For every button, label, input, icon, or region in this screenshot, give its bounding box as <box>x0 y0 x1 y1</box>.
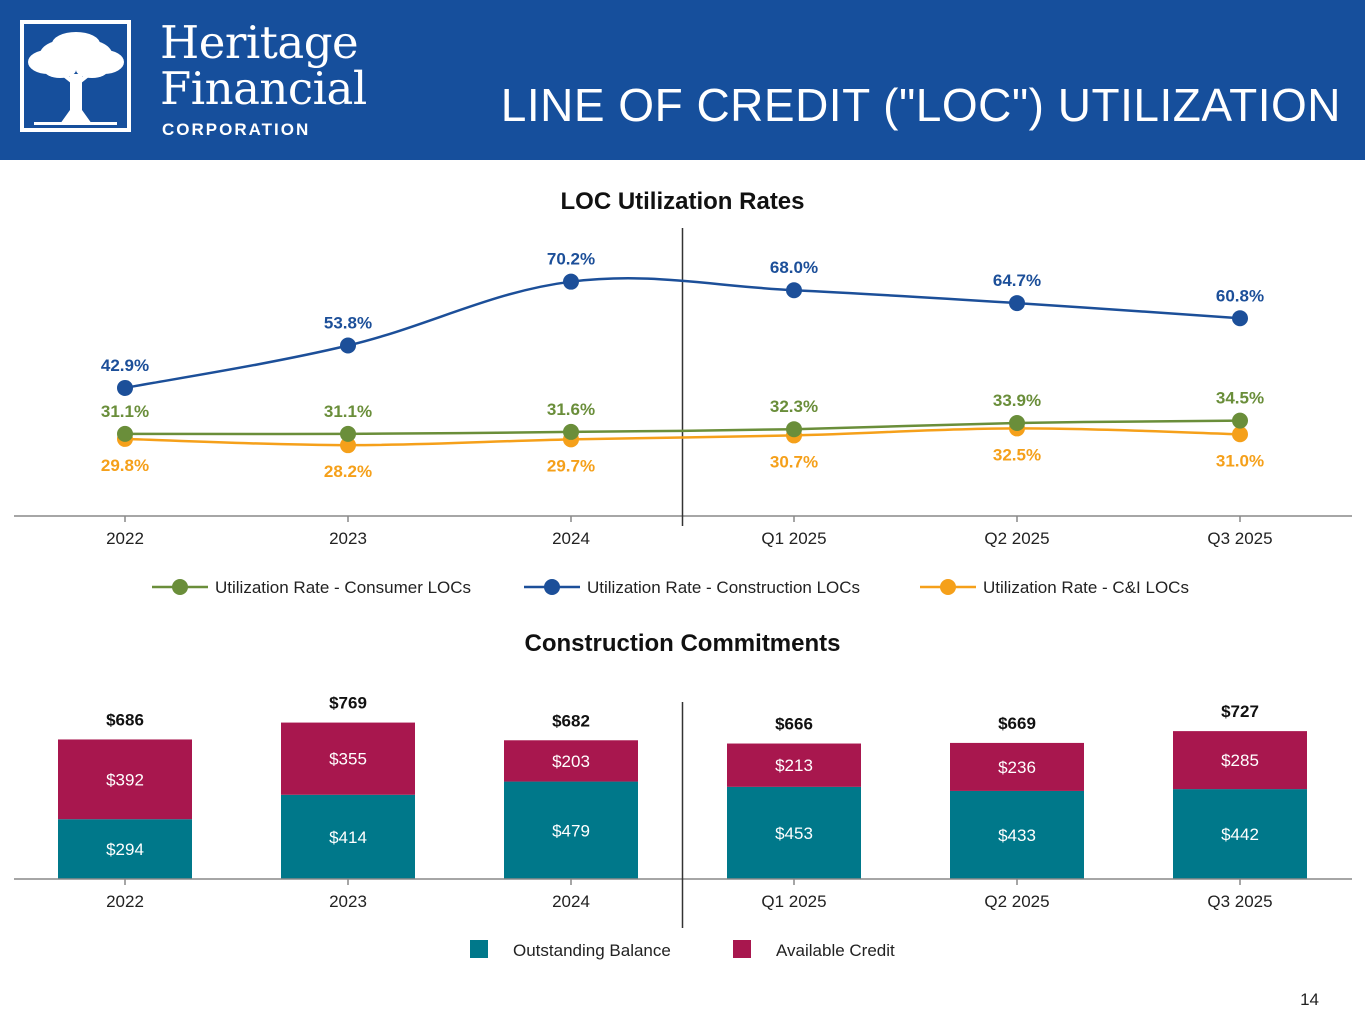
bar-legend-label: Available Credit <box>776 941 895 960</box>
line-point <box>1232 412 1248 429</box>
line-data-label: 42.9% <box>101 356 149 375</box>
bar-segment <box>504 781 638 879</box>
line-point <box>117 379 133 396</box>
bar-segment-label: $213 <box>775 756 813 775</box>
bar-chart-tick-label: 2023 <box>329 892 367 911</box>
line-data-label: 53.8% <box>324 314 372 333</box>
bar-segment-label: $392 <box>106 770 144 789</box>
bar-segment-label: $453 <box>775 824 813 843</box>
line-data-label: 60.8% <box>1216 286 1264 305</box>
line-series-0 <box>124 419 1241 436</box>
bar-segment <box>58 739 192 820</box>
line-chart-tick-label: 2023 <box>329 529 367 548</box>
brand-line-2: Financial <box>160 62 367 115</box>
bar-segment <box>727 743 861 787</box>
bar-chart-tick-label: Q1 2025 <box>761 892 826 911</box>
bar-segment <box>950 790 1084 879</box>
line-point <box>340 425 356 442</box>
bar-total-label: $727 <box>1221 702 1259 721</box>
bar-legend-swatch <box>733 940 751 958</box>
line-legend-marker <box>544 579 560 595</box>
line-legend-label: Utilization Rate - C&I LOCs <box>983 578 1189 597</box>
line-data-label: 31.6% <box>547 400 595 419</box>
line-legend-label: Utilization Rate - Consumer LOCs <box>215 578 471 597</box>
bar-segment-label: $479 <box>552 821 590 840</box>
line-data-label: 31.1% <box>101 402 149 421</box>
line-point <box>563 423 579 440</box>
line-point <box>340 337 356 354</box>
line-chart-tick-label: 2024 <box>552 529 590 548</box>
bar-segment-label: $414 <box>329 828 367 847</box>
line-point <box>563 273 579 290</box>
page-number: 14 <box>1300 990 1319 1009</box>
bar-chart-tick-label: 2024 <box>552 892 590 911</box>
bar-total-label: $682 <box>552 711 590 730</box>
bar-segment-label: $442 <box>1221 825 1259 844</box>
bar-chart-tick-label: 2022 <box>106 892 144 911</box>
bar-segment <box>1173 789 1307 879</box>
bar-segment-label: $294 <box>106 840 144 859</box>
bar-segment <box>281 794 415 879</box>
page-title: LINE OF CREDIT ("LOC") UTILIZATION <box>500 79 1341 131</box>
line-data-label: 29.8% <box>101 456 149 475</box>
line-legend-marker <box>172 579 188 595</box>
bar-total-label: $666 <box>775 715 813 734</box>
line-point <box>1232 310 1248 327</box>
logo-frame <box>20 20 131 132</box>
bar-segment-label: $355 <box>329 750 367 769</box>
bar-total-label: $686 <box>106 710 144 729</box>
line-point <box>1009 414 1025 431</box>
line-data-label: 30.7% <box>770 452 818 471</box>
line-data-label: 29.7% <box>547 456 595 475</box>
line-point <box>117 425 133 442</box>
bar-segment <box>1173 731 1307 790</box>
header-banner: Heritage Financial CORPORATION LINE OF C… <box>0 0 1365 160</box>
bar-segment <box>950 742 1084 791</box>
bar-chart-tick-label: Q2 2025 <box>984 892 1049 911</box>
line-legend-label: Utilization Rate - Construction LOCs <box>587 578 860 597</box>
line-point <box>340 437 356 454</box>
line-chart-tick-label: Q2 2025 <box>984 529 1049 548</box>
line-chart-tick-label: 2022 <box>106 529 144 548</box>
line-series-2 <box>124 427 1241 447</box>
line-data-label: 31.0% <box>1216 451 1264 470</box>
bar-total-label: $769 <box>329 694 367 713</box>
bar-segment-label: $285 <box>1221 751 1259 770</box>
line-data-label: 28.2% <box>324 462 372 481</box>
line-chart-tick-label: Q1 2025 <box>761 529 826 548</box>
bar-chart-title: Construction Commitments <box>524 630 841 657</box>
line-point <box>786 282 802 299</box>
brand-line-1: Heritage <box>160 16 359 69</box>
bar-segment <box>281 722 415 795</box>
line-data-label: 33.9% <box>993 391 1041 410</box>
line-point <box>1232 426 1248 443</box>
line-point <box>786 421 802 438</box>
line-data-label: 31.1% <box>324 402 372 421</box>
line-data-label: 68.0% <box>770 258 818 277</box>
bar-segment <box>727 786 861 879</box>
line-data-label: 34.5% <box>1216 389 1264 408</box>
line-data-label: 70.2% <box>547 250 595 269</box>
line-point <box>1009 295 1025 312</box>
line-data-label: 32.3% <box>770 397 818 416</box>
bar-segment-label: $203 <box>552 752 590 771</box>
bar-segment-label: $433 <box>998 826 1036 845</box>
brand-line-3: CORPORATION <box>162 120 311 139</box>
oak-tree-icon <box>28 32 124 125</box>
bar-segment <box>58 819 192 879</box>
line-series-1 <box>124 277 1241 390</box>
line-data-label: 32.5% <box>993 445 1041 464</box>
bar-chart-tick-label: Q3 2025 <box>1207 892 1272 911</box>
bar-segment-label: $236 <box>998 758 1036 777</box>
line-chart-title: LOC Utilization Rates <box>560 188 805 215</box>
bar-total-label: $669 <box>998 714 1036 733</box>
bar-legend-label: Outstanding Balance <box>513 941 671 960</box>
bar-legend-swatch <box>470 940 488 958</box>
line-chart-tick-label: Q3 2025 <box>1207 529 1272 548</box>
bar-segment <box>504 740 638 782</box>
brand-name: Heritage Financial <box>160 20 367 112</box>
line-legend-marker <box>940 579 956 595</box>
line-data-label: 64.7% <box>993 271 1041 290</box>
